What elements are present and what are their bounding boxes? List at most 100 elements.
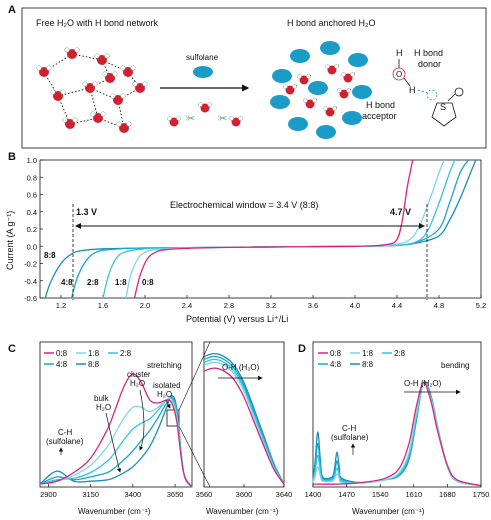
water-hydrogen bbox=[132, 81, 138, 87]
panel-b-letter: B bbox=[8, 151, 16, 163]
x-tick-label: 2.0 bbox=[140, 301, 150, 310]
panel-b-xlabel: Potential (V) versus Li⁺/Li bbox=[186, 314, 288, 324]
water-oxygen bbox=[299, 75, 309, 85]
x-tick-label: 2.4 bbox=[182, 301, 192, 310]
panel-c-zoom-xlabel: Wavenumber (cm⁻¹) bbox=[206, 507, 279, 516]
series-line-4-8 bbox=[39, 396, 193, 488]
water-hydrogen bbox=[46, 65, 52, 71]
water-hydrogen bbox=[312, 98, 317, 103]
x-tick-label: 3600 bbox=[236, 490, 253, 499]
x-tick-label: 3640 bbox=[276, 490, 293, 499]
hydrogen-bond-line bbox=[89, 87, 99, 119]
panel-a-letter: A bbox=[8, 4, 16, 16]
water-hydrogen bbox=[102, 71, 108, 77]
acceptor-label-1: H bond bbox=[366, 100, 395, 110]
series-line-1-8 bbox=[125, 159, 445, 299]
annot-isolated-2: H₂O bbox=[157, 390, 172, 399]
water-hydrogen bbox=[323, 106, 328, 111]
water-oxygen bbox=[200, 103, 210, 113]
y-tick-label: 0.6 bbox=[27, 191, 37, 200]
series-line-8-8 bbox=[44, 159, 477, 299]
marker-right-label: 4.7 V bbox=[390, 207, 411, 217]
water-oxygen bbox=[85, 83, 95, 93]
anchored-water-network bbox=[270, 41, 372, 139]
y-tick-label: 0.2 bbox=[27, 225, 37, 234]
marker-left-label: 1.3 V bbox=[76, 207, 97, 217]
series-line-1-8 bbox=[39, 397, 193, 488]
ratio-label-0-8: 0:8 bbox=[142, 278, 154, 287]
series-line-0-8 bbox=[133, 159, 414, 299]
panel-b-plot-frame bbox=[39, 159, 482, 299]
water-hydrogen bbox=[94, 53, 100, 59]
water-oxygen bbox=[105, 73, 115, 83]
panel-c-zoom-series bbox=[203, 352, 285, 485]
sulfolane-molecule bbox=[320, 41, 340, 55]
panel-b-ticks: 1.2 1.6 2.0 2.4 2.8 3.2 3.6 4.0 4.4 4.8 5.2 -0.6 -0.… bbox=[24, 156, 486, 310]
water-hydrogen bbox=[303, 98, 308, 103]
water-hydrogen bbox=[36, 65, 42, 71]
x-tick-label: 1540 bbox=[372, 490, 389, 499]
annot-ch-2: (sulfolane) bbox=[46, 437, 84, 446]
water-molecules-below-arrow: ✂ ✂ bbox=[167, 102, 243, 127]
water-hydrogen bbox=[104, 53, 110, 59]
sulfolane-molecule bbox=[352, 85, 372, 99]
water-hydrogen bbox=[292, 84, 297, 89]
legend-label: 8:8 bbox=[362, 360, 374, 369]
free-water-network bbox=[36, 47, 148, 133]
water-hydrogen bbox=[74, 47, 80, 53]
sulfolane-molecule bbox=[316, 125, 336, 139]
panel-c-legend: 0:8 1:8 2:8 4:8 8:8 bbox=[44, 349, 132, 369]
water-hydrogen bbox=[142, 81, 148, 87]
hb-h-label: H bbox=[396, 48, 403, 58]
legend-label: 1:8 bbox=[362, 349, 374, 358]
sulfolane-molecule bbox=[342, 111, 362, 125]
legend-label: 2:8 bbox=[120, 349, 132, 358]
scissors-icon: ✂ bbox=[218, 112, 227, 125]
water-hydrogen bbox=[62, 117, 68, 123]
water-hydrogen bbox=[283, 84, 288, 89]
annot-bulk-1: bulk bbox=[94, 394, 110, 403]
hb-o-label: O bbox=[396, 70, 402, 79]
series-line-2-8 bbox=[203, 358, 285, 485]
x-tick-label: 1680 bbox=[439, 490, 456, 499]
sulfolane-molecule bbox=[288, 117, 308, 131]
water-hydrogen bbox=[64, 47, 70, 53]
x-tick-label: 1.2 bbox=[56, 301, 66, 310]
panel-a-arrow-label: sulfolane bbox=[186, 53, 219, 62]
y-tick-label: 0.8 bbox=[27, 173, 37, 182]
annot-ch-d-1: C-H bbox=[342, 424, 356, 433]
x-tick-label: 4.0 bbox=[350, 301, 360, 310]
water-hydrogen bbox=[350, 72, 355, 77]
water-hydrogen bbox=[341, 72, 346, 77]
series-line-8-8 bbox=[39, 394, 193, 488]
zoom-connector-bottom bbox=[178, 425, 211, 488]
x-tick-label: 5.2 bbox=[476, 301, 486, 310]
water-hydrogen bbox=[116, 121, 122, 127]
legend-label: 4:8 bbox=[56, 360, 68, 369]
x-tick-label: 3650 bbox=[167, 490, 184, 499]
water-oxygen bbox=[325, 107, 335, 117]
ratio-label-8-8: 8:8 bbox=[44, 251, 56, 260]
water-hydrogen bbox=[167, 116, 172, 121]
legend-label: 2:8 bbox=[394, 349, 406, 358]
donor-label-2: donor bbox=[418, 59, 441, 69]
x-tick-label: 4.8 bbox=[434, 301, 444, 310]
hydrogen-bond-line bbox=[71, 53, 103, 61]
acceptor-label-2: acceptor bbox=[362, 111, 397, 121]
water-hydrogen bbox=[90, 111, 96, 117]
panel-a-left-title: Free H₂O with H bond network bbox=[36, 18, 159, 28]
water-oxygen bbox=[123, 67, 133, 77]
x-tick-label: 3400 bbox=[125, 490, 142, 499]
panel-b-window-annotation: Electrochemical window = 3.4 V (8:8) bbox=[170, 200, 318, 210]
panel-a-frame bbox=[21, 7, 487, 149]
annot-cluster-1: cluster bbox=[127, 370, 151, 379]
panel-c-series bbox=[39, 373, 193, 488]
y-tick-label: -0.4 bbox=[24, 277, 37, 286]
water-hydrogen bbox=[100, 111, 106, 117]
x-tick-label: 1470 bbox=[338, 490, 355, 499]
x-tick-label: 3.6 bbox=[308, 301, 318, 310]
sulfolane-molecule bbox=[270, 95, 290, 109]
panel-d-frame bbox=[312, 341, 482, 488]
water-hydrogen bbox=[120, 65, 126, 71]
water-hydrogen bbox=[229, 116, 234, 121]
